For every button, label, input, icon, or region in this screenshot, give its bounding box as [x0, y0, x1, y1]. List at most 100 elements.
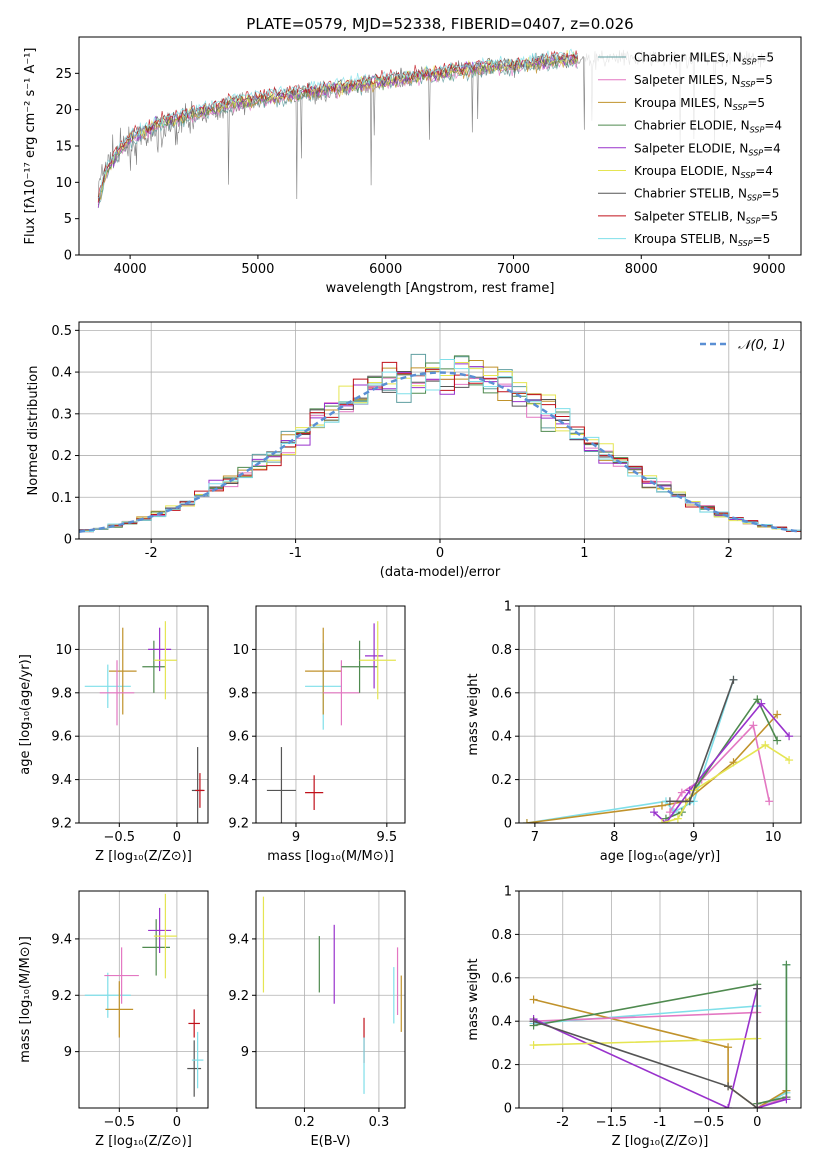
- weight-series-5: [533, 1037, 759, 1108]
- weight-marker: [753, 695, 762, 704]
- legend-spectrum-box: [585, 40, 795, 252]
- legend-value: =5: [747, 96, 765, 110]
- x-axis-label: Z [log₁₀(Z/Z⊙)]: [95, 1134, 192, 1149]
- y-tick-label: 9.6: [228, 730, 249, 745]
- axes-weights_vs_z: -2 −1.5 -1 −0.5 0 0 0.2 0.4 0.6 0.8 1 Z [log₁₀(Z/Z⊙…: [466, 885, 802, 1149]
- x-tick-label: −0.5: [104, 830, 136, 845]
- y-axis-label: mass weight: [466, 958, 481, 1040]
- point-4: [148, 907, 172, 953]
- y-tick-label: 0: [504, 1102, 512, 1117]
- weight-marker: [529, 1017, 538, 1026]
- legend-label-4: Salpeter ELODIE, NSSP=4: [634, 141, 781, 157]
- axes-z_vs_age: −0.5 0 9.2 9.4 9.6 9.8 10 Z [log₁₀(Z/Z⊙)] age [l…: [18, 605, 209, 864]
- weight-marker: [665, 797, 674, 806]
- x-tick-label: 7: [531, 830, 539, 845]
- y-tick-label: 0.2: [491, 1058, 512, 1073]
- point-7: [188, 1009, 200, 1038]
- point-5: [153, 893, 177, 979]
- y-tick-label: 9.6: [51, 730, 72, 745]
- y-tick-label: 10: [232, 643, 249, 658]
- weight-marker: [724, 1043, 733, 1052]
- weight-marker: [529, 995, 538, 1004]
- legend-name: Chabrier MILES, N: [634, 51, 742, 65]
- x-tick-label: 9000: [753, 262, 786, 277]
- point-5: [359, 621, 396, 700]
- legend-value: =5: [756, 51, 774, 65]
- weight-marker: [677, 788, 686, 797]
- legend-value: =5: [753, 232, 771, 246]
- y-tick-label: 9.4: [228, 773, 249, 788]
- y-tick-label: 0.4: [491, 730, 512, 745]
- plot-area-weights_vs_age: [522, 675, 794, 823]
- weight-marker: [773, 710, 782, 719]
- point-3: [142, 640, 166, 693]
- legend-value: =5: [762, 187, 780, 201]
- y-tick-label: 0.5: [51, 324, 72, 339]
- legend-name: Chabrier ELODIE, N: [634, 119, 750, 133]
- weight-series-0: [526, 679, 735, 823]
- y-tick-label: 0.8: [491, 928, 512, 943]
- y-tick-label: 9.4: [228, 932, 249, 947]
- x-tick-label: 2: [725, 546, 733, 561]
- y-tick-label: 9: [241, 1045, 249, 1060]
- legend-label-6: Chabrier STELIB, NSSP=5: [634, 187, 779, 203]
- point-4: [148, 627, 172, 672]
- legend-name: Salpeter ELODIE, N: [634, 141, 748, 155]
- axes-weights_vs_age: 7 8 9 10 0 0.2 0.4 0.6 0.8 1 age [log₁₀(age/yr)] ma…: [466, 600, 802, 864]
- plot-area-mass_vs_age: [266, 621, 396, 823]
- plot-area-weights_vs_z: [529, 960, 791, 1108]
- weight-marker: [757, 699, 766, 708]
- plot-area-residual_hist: [79, 353, 801, 539]
- weight-marker: [765, 797, 774, 806]
- legend-name: Kroupa ELODIE, N: [634, 164, 741, 178]
- weight-marker: [724, 1082, 733, 1091]
- x-axis-label: mass [log₁₀(M/M⊙)]: [267, 849, 394, 864]
- y-axis-label: Flux [fλ10⁻¹⁷ erg cm⁻² s⁻¹ A⁻¹]: [23, 48, 38, 245]
- legend-sub: SSP: [742, 58, 757, 67]
- y-tick-label: 9.4: [51, 932, 72, 947]
- legend-value: =5: [755, 73, 773, 87]
- weight-marker: [785, 732, 794, 741]
- y-tick-label: 9.2: [228, 989, 249, 1004]
- y-tick-label: 9.8: [51, 686, 72, 701]
- y-axis-label: mass weight: [466, 673, 481, 755]
- y-tick-label: 9.2: [228, 817, 249, 832]
- legend-name: Salpeter STELIB, N: [634, 209, 746, 223]
- x-tick-label: 8: [610, 830, 618, 845]
- weight-marker: [753, 984, 762, 993]
- weight-series-5: [661, 743, 790, 823]
- x-tick-label: -2: [556, 1115, 569, 1130]
- weight-marker: [522, 819, 531, 823]
- y-tick-label: 0: [64, 533, 72, 548]
- weight-series-6: [533, 988, 759, 1108]
- x-axis-label: E(B-V): [310, 1134, 350, 1149]
- y-tick-label: 9.8: [228, 686, 249, 701]
- y-tick-label: 15: [55, 140, 72, 155]
- point-5: [153, 621, 177, 700]
- weight-marker: [729, 675, 738, 684]
- legend-label-0: Chabrier MILES, NSSP=5: [634, 51, 774, 67]
- weight-marker: [782, 960, 791, 969]
- point-0: [84, 972, 131, 1018]
- axes-mass_vs_age: 9 9.5 9.2 9.4 9.6 9.8 10 mass [log₁₀(M/M⊙)]: [228, 605, 406, 864]
- point-3: [341, 640, 378, 693]
- weight-marker: [529, 1041, 538, 1050]
- legend-sub: SSP: [741, 171, 756, 180]
- x-tick-label: 6000: [369, 262, 402, 277]
- legend-label-7: Salpeter STELIB, NSSP=5: [634, 209, 778, 225]
- weight-marker: [661, 819, 670, 823]
- y-tick-label: 9: [64, 1045, 72, 1060]
- plot-area-z_vs_age: [84, 621, 205, 823]
- plot-area-ebv_vs_mass: [262, 896, 402, 1094]
- point-2: [104, 947, 139, 1004]
- plot-area-z_vs_mass: [84, 893, 204, 1097]
- point-4: [365, 623, 384, 689]
- axes-ebv_vs_mass: 0.2 0.3 9 9.2 9.4 E(B-V): [228, 890, 406, 1149]
- figure-title: PLATE=0579, MJD=52338, FIBERID=0407, z=0…: [246, 15, 633, 33]
- x-tick-label: −1.5: [596, 1115, 628, 1130]
- legend-label-8: Kroupa STELIB, NSSP=5: [634, 232, 770, 248]
- axes-spectrum: 4000 5000 6000 7000 8000 9000 0 5 10 15 20 25 wavele…: [23, 36, 802, 296]
- y-tick-label: 0.4: [51, 366, 72, 381]
- y-tick-label: 9.2: [51, 989, 72, 1004]
